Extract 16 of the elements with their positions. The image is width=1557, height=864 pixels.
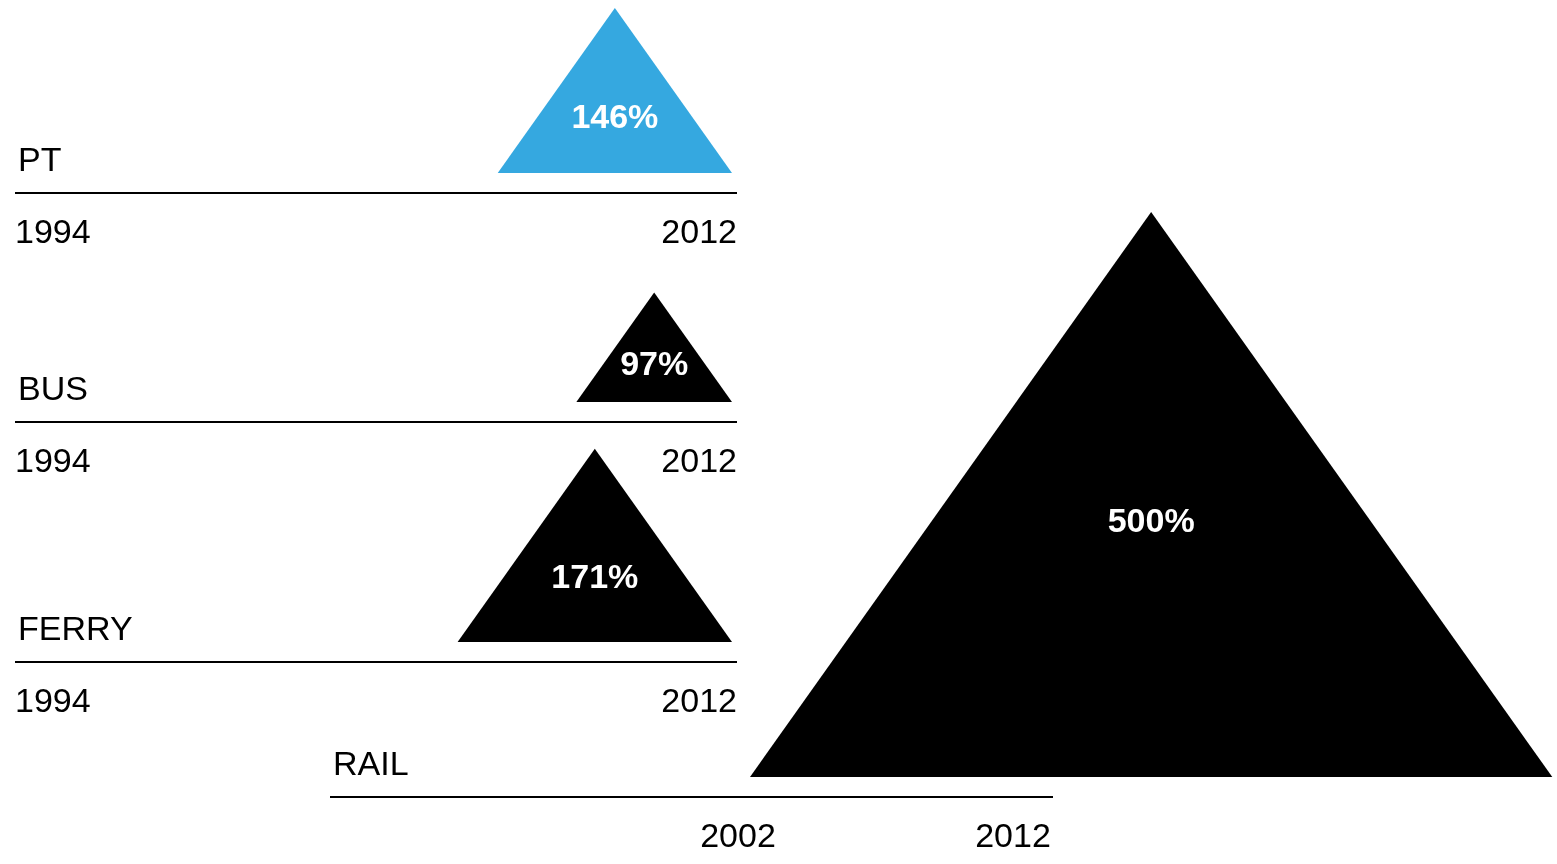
text: 2012 xyxy=(661,441,737,479)
text: RAIL xyxy=(333,744,409,782)
text: 2012 xyxy=(661,212,737,250)
data-label: 146% xyxy=(571,96,659,135)
data-label: 171% xyxy=(551,556,639,595)
text: 2012 xyxy=(975,816,1051,854)
data-label: 500% xyxy=(1107,501,1195,540)
text: 1994 xyxy=(15,681,91,719)
text: PT xyxy=(18,140,62,178)
text: FERRY xyxy=(18,609,133,647)
text: 2012 xyxy=(661,681,737,719)
text: 1994 xyxy=(15,441,91,479)
data-label: 97% xyxy=(620,344,689,383)
text: 2002 xyxy=(700,816,776,854)
text: BUS xyxy=(18,369,88,407)
text: 1994 xyxy=(15,212,91,250)
